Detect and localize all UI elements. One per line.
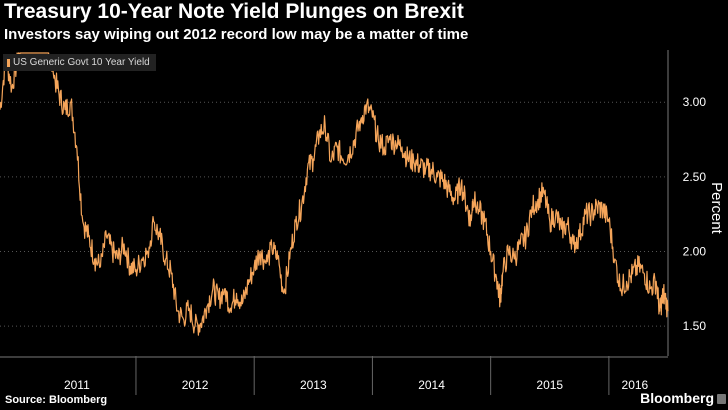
chart-title: Treasury 10-Year Note Yield Plunges on B… — [4, 0, 464, 23]
x-tick-label: 2014 — [418, 378, 445, 392]
legend: US Generic Govt 10 Year Yield — [3, 54, 156, 71]
legend-label: US Generic Govt 10 Year Yield — [13, 57, 150, 68]
brand-badge-icon — [717, 394, 726, 404]
x-tick-label: 2015 — [536, 378, 563, 392]
brand-logo: Bloomberg — [640, 390, 714, 406]
y-tick-label: 2.50 — [683, 170, 707, 184]
yield-series-line — [0, 52, 669, 336]
x-tick-label: 2012 — [182, 378, 209, 392]
y-tick-label: 3.00 — [683, 95, 707, 109]
x-tick-label: 2013 — [300, 378, 327, 392]
y-tick-label: 2.00 — [683, 245, 707, 259]
x-tick-label: 2016 — [622, 378, 649, 392]
y-tick-label: 1.50 — [683, 319, 707, 333]
y-axis-title: Percent — [708, 182, 725, 235]
x-tick-label: 2011 — [64, 378, 90, 392]
source-note: Source: Bloomberg — [5, 394, 108, 406]
chart-subtitle: Investors say wiping out 2012 record low… — [4, 26, 469, 43]
legend-swatch — [7, 58, 10, 67]
